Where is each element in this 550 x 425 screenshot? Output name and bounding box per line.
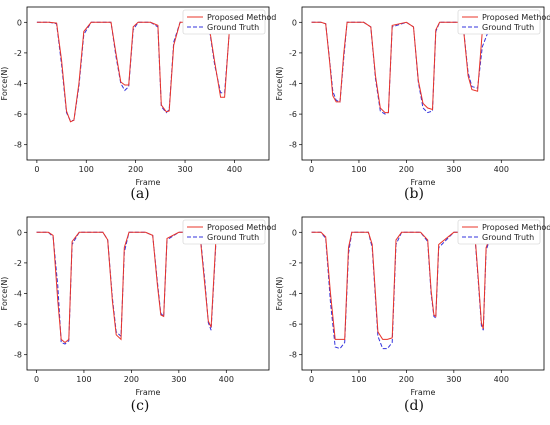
x-tick-label: 400 (494, 375, 509, 384)
y-axis-label: Force(N) (0, 67, 9, 101)
chart-panel-4: 0 100 200 300 400 0 -2 -4 -6 -8 Frame Force(N) Propo… (275, 216, 550, 414)
y-tick-label: -8 (289, 351, 297, 360)
legend-box (457, 219, 541, 245)
y-tick-label: -8 (14, 351, 22, 360)
y-tick-label: -4 (289, 290, 297, 299)
y-axis-label: Force(N) (275, 277, 284, 311)
panel-caption: (b) (404, 186, 424, 202)
x-tick-label: 0 (309, 165, 314, 174)
x-axis-label: Frame (411, 178, 436, 187)
x-tick-label: 300 (446, 165, 461, 174)
x-tick-label: 0 (34, 375, 39, 384)
x-tick-label: 200 (124, 375, 139, 384)
y-tick-label: -8 (289, 141, 297, 150)
chart-panel-1: 0 100 200 300 400 0 -2 -4 -6 -8 Frame Force(N) Propo… (0, 6, 276, 202)
x-tick-label: 200 (399, 165, 414, 174)
y-tick-label: -6 (14, 320, 22, 329)
y-tick-label: -4 (289, 80, 297, 89)
x-tick-label: 200 (399, 375, 414, 384)
series-line-proposed-method (311, 21, 535, 114)
y-tick-label: 0 (17, 18, 22, 27)
y-tick-label: -6 (289, 320, 297, 329)
chart-panel-2: 0 100 200 300 400 0 -2 -4 -6 -8 Frame Force(N) Propo… (275, 6, 550, 202)
legend-label: Proposed Method (482, 223, 550, 232)
y-tick-label: -2 (289, 259, 297, 268)
y-tick-label: -8 (14, 141, 22, 150)
panel-caption: (d) (404, 398, 424, 414)
y-axis-label: Force(N) (275, 67, 284, 101)
x-tick-label: 200 (128, 165, 143, 174)
y-tick-label: -2 (14, 259, 22, 268)
legend-label: Proposed Method (482, 13, 550, 22)
x-tick-label: 300 (177, 165, 192, 174)
legend-box (182, 219, 266, 245)
y-tick-label: 0 (292, 18, 297, 27)
y-tick-label: -6 (14, 110, 22, 119)
series-line-proposed-method (36, 21, 260, 123)
y-tick-label: -4 (14, 80, 22, 89)
x-tick-label: 0 (34, 165, 39, 174)
x-tick-label: 300 (446, 375, 461, 384)
x-tick-label: 400 (494, 165, 509, 174)
series-line-proposed-method (36, 231, 260, 344)
series-line-proposed-method (311, 231, 535, 340)
panel-caption: (c) (131, 398, 150, 414)
x-tick-label: 100 (351, 165, 366, 174)
x-tick-label: 0 (309, 375, 314, 384)
y-tick-label: -6 (289, 110, 297, 119)
x-tick-label: 400 (227, 165, 242, 174)
legend-label: Proposed Method (207, 13, 276, 22)
x-axis-label: Frame (136, 388, 161, 397)
x-axis-label: Frame (411, 388, 436, 397)
legend-box (457, 9, 541, 35)
chart-panel-3: 0 100 200 300 400 0 -2 -4 -6 -8 Frame Force(N) Propo… (0, 216, 276, 414)
series-line-ground-truth (311, 21, 535, 115)
x-tick-label: 100 (351, 375, 366, 384)
x-tick-label: 100 (76, 375, 91, 384)
y-tick-label: 0 (292, 228, 297, 237)
legend-label: Ground Truth (482, 23, 534, 32)
panel-caption: (a) (130, 186, 149, 202)
y-axis-label: Force(N) (0, 277, 9, 311)
legend-box (182, 9, 266, 35)
x-tick-label: 400 (219, 375, 234, 384)
y-tick-label: 0 (17, 228, 22, 237)
x-tick-label: 100 (79, 165, 94, 174)
legend-label: Ground Truth (207, 23, 259, 32)
y-tick-label: -4 (14, 290, 22, 299)
legend-label: Proposed Method (207, 223, 276, 232)
legend-label: Ground Truth (207, 233, 259, 242)
y-tick-label: -2 (14, 49, 22, 58)
y-tick-label: -2 (289, 49, 297, 58)
legend-label: Ground Truth (482, 233, 534, 242)
x-tick-label: 300 (171, 375, 186, 384)
x-axis-label: Frame (136, 178, 161, 187)
